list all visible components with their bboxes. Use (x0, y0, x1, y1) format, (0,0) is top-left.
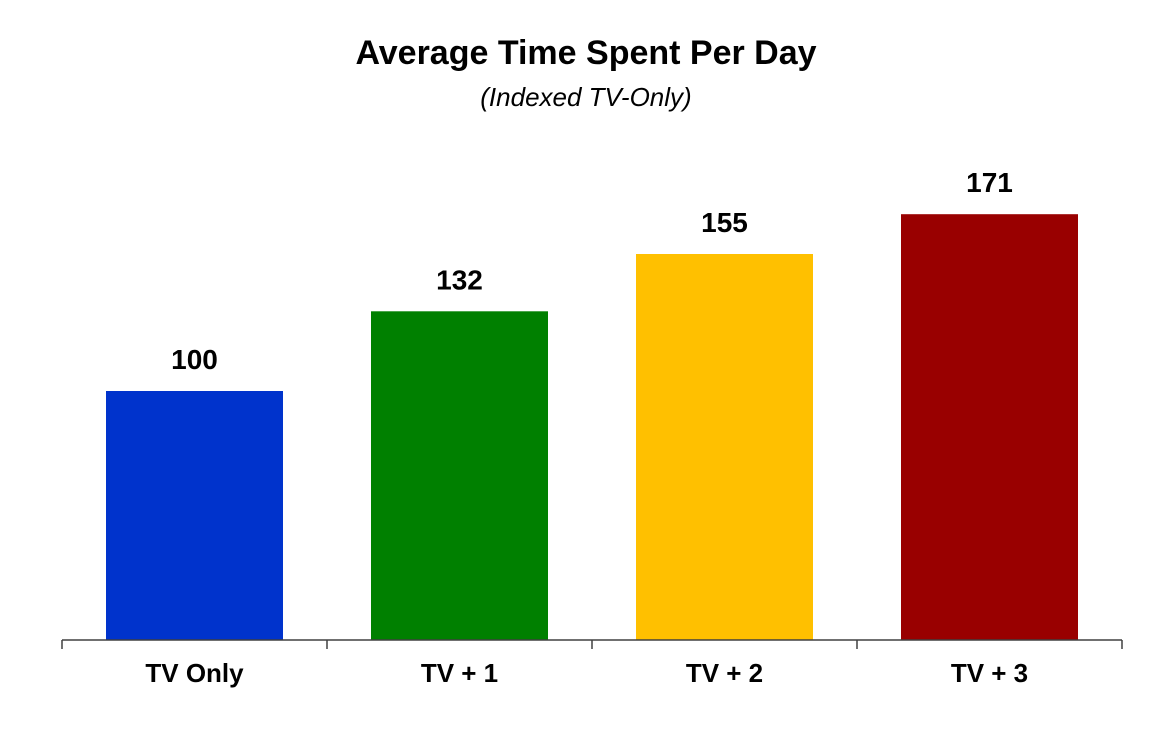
bar-3 (901, 214, 1078, 640)
data-label-0: 100 (171, 344, 218, 375)
x-tick-label-1: TV + 1 (421, 658, 498, 688)
x-tick-label-0: TV Only (145, 658, 244, 688)
bar-0 (106, 391, 283, 640)
data-label-2: 155 (701, 207, 748, 238)
bar-1 (371, 311, 548, 640)
data-label-3: 171 (966, 167, 1013, 198)
chart-title: Average Time Spent Per Day (355, 34, 817, 72)
x-tick-label-2: TV + 2 (686, 658, 763, 688)
x-tick-label-3: TV + 3 (951, 658, 1028, 688)
bar-2 (636, 254, 813, 640)
data-label-1: 132 (436, 264, 483, 295)
chart-subtitle: (Indexed TV-Only) (480, 82, 692, 112)
